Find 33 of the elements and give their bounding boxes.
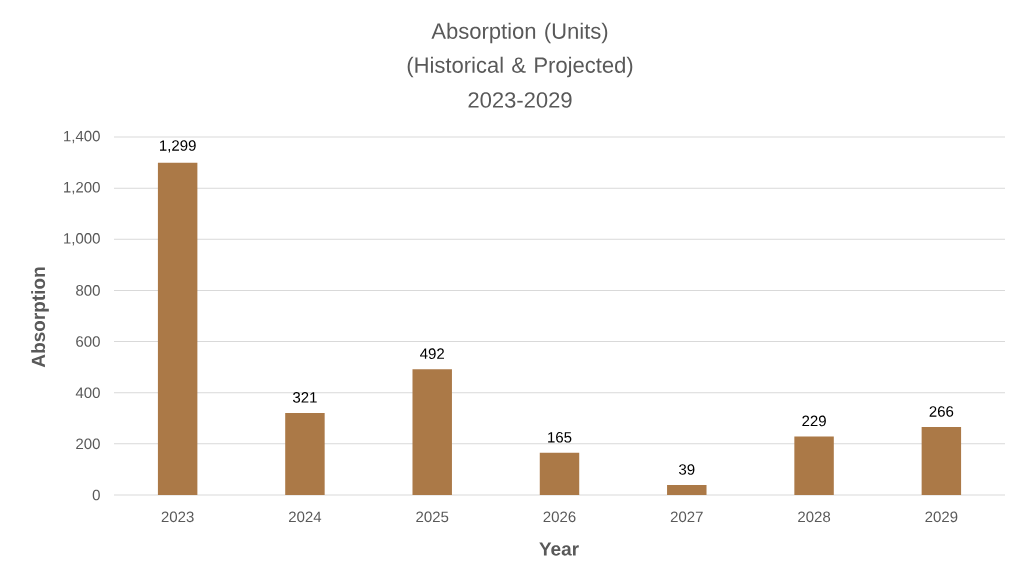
y-tick-label: 0 bbox=[92, 489, 100, 501]
y-axis-title: Absorption bbox=[31, 267, 49, 368]
bar bbox=[157, 162, 198, 495]
y-tick-label: 1,200 bbox=[64, 181, 100, 195]
data-label: 229 bbox=[802, 415, 826, 427]
x-tick-label: 2027 bbox=[670, 511, 703, 523]
data-label: 39 bbox=[679, 464, 695, 475]
y-tick-label: 1,400 bbox=[64, 130, 100, 144]
x-tick-label: 2026 bbox=[543, 511, 576, 523]
y-tick-label: 1,000 bbox=[64, 233, 100, 246]
y-tick-label: 800 bbox=[76, 285, 100, 296]
x-axis-title: Year bbox=[539, 542, 579, 556]
y-tick-label: 400 bbox=[75, 387, 100, 399]
x-tick-label: 2023 bbox=[161, 511, 194, 523]
chart-subtitle: 2023-2029 bbox=[468, 92, 572, 108]
y-tick-label: 600 bbox=[76, 336, 100, 347]
bar bbox=[412, 369, 452, 495]
data-label: 266 bbox=[929, 406, 954, 417]
x-tick-label: 2025 bbox=[416, 511, 449, 523]
bar bbox=[667, 485, 707, 495]
x-tick-label: 2028 bbox=[798, 511, 831, 523]
data-label: 321 bbox=[292, 392, 317, 403]
data-label: 1,299 bbox=[160, 140, 196, 153]
data-label: 165 bbox=[548, 431, 572, 443]
bar bbox=[539, 452, 580, 495]
bar bbox=[794, 436, 834, 495]
x-tick-label: 2029 bbox=[925, 511, 958, 523]
x-tick-label: 2024 bbox=[289, 511, 322, 523]
bar bbox=[285, 412, 325, 495]
chart-title: Absorption (Units) (Historical & Projected) bbox=[407, 22, 633, 78]
data-label: 492 bbox=[420, 348, 444, 359]
bar bbox=[921, 426, 962, 495]
y-tick-label: 200 bbox=[76, 438, 100, 450]
